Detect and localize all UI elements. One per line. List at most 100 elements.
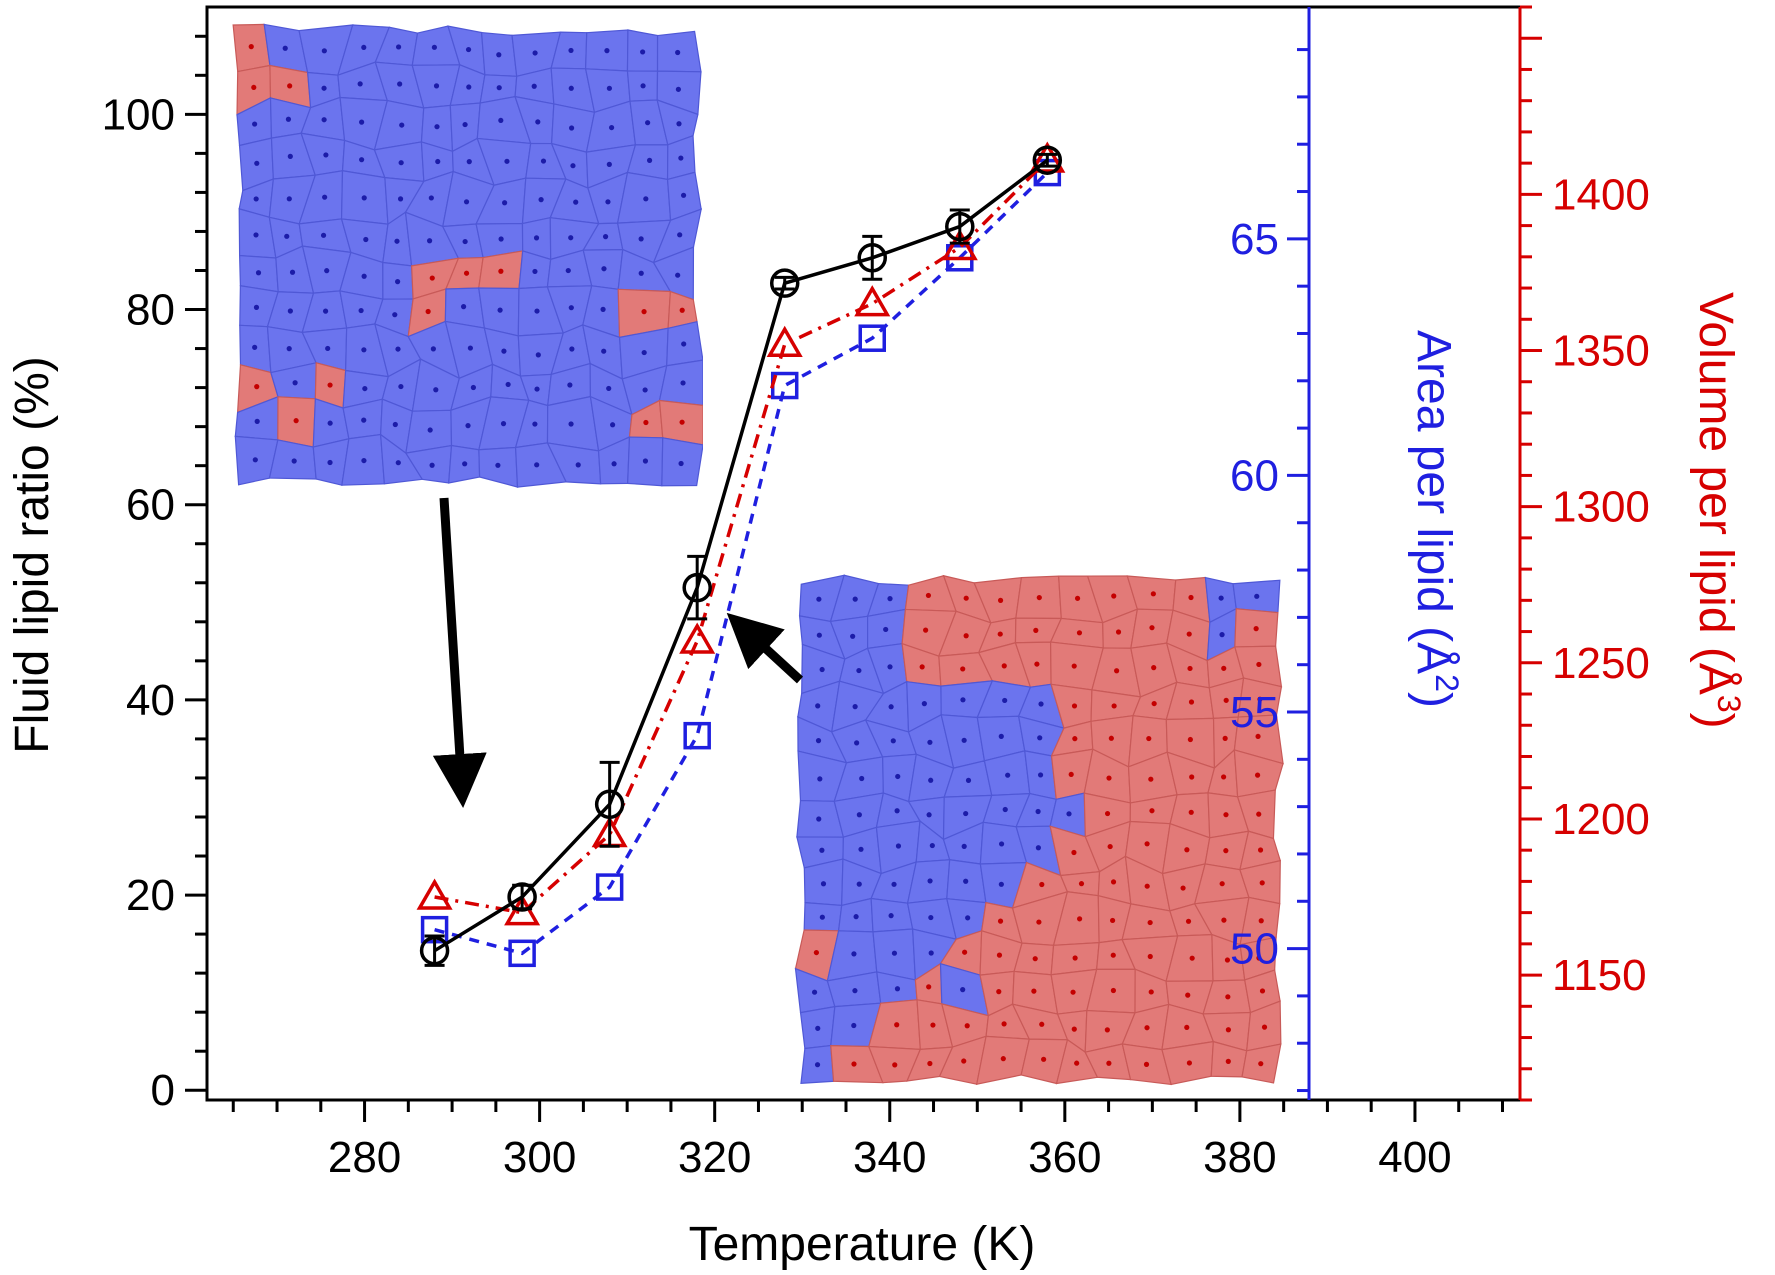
lipid-center-dot	[676, 121, 682, 127]
lipid-center-dot	[253, 232, 259, 238]
lipid-center-dot	[1107, 843, 1113, 850]
y-left-tick-label: 60	[126, 481, 175, 530]
lipid-center-dot	[534, 386, 540, 392]
data-point	[1029, 141, 1066, 173]
lipid-center-dot	[1034, 661, 1040, 667]
lipid-center-dot	[1002, 806, 1008, 813]
lipid-center-dot	[679, 307, 685, 313]
x-tick-label: 320	[678, 1133, 751, 1182]
lipid-center-dot	[1106, 1060, 1112, 1066]
lipid-center-dot	[888, 704, 894, 710]
lipid-center-dot	[642, 458, 649, 464]
lipid-center-dot	[930, 1022, 936, 1028]
lipid-center-dot	[678, 460, 684, 467]
lipid-center-dot	[960, 666, 966, 672]
lipid-center-dot	[1037, 735, 1043, 741]
y-axis-volume-per-lipid: 1150 1200 1250 1300 1350 1400	[1518, 5, 1650, 1102]
lipid-center-dot	[359, 119, 365, 125]
lipid-center-dot	[1074, 595, 1081, 601]
lipid-center-dot	[1223, 848, 1229, 854]
lipid-center-dot	[856, 812, 862, 818]
lipid-center-dot	[287, 83, 293, 89]
lipid-center-dot	[568, 85, 574, 91]
lipid-center-dot	[1031, 988, 1037, 994]
lipid-center-dot	[1032, 956, 1038, 962]
lipid-center-dot	[358, 307, 364, 314]
lipid-center-dot	[854, 740, 860, 746]
lipid-center-dot	[891, 950, 898, 956]
lipid-center-dot	[569, 346, 575, 352]
lipid-center-dot	[463, 199, 470, 205]
y-area-tick-label: 55	[1230, 688, 1279, 737]
lipid-center-dot	[568, 125, 575, 131]
lipid-center-dot	[573, 199, 579, 205]
lipid-center-dot	[287, 308, 293, 314]
lipid-center-dot	[1258, 918, 1264, 924]
lipid-center-dot	[997, 631, 1003, 637]
lipid-center-dot	[287, 153, 293, 159]
lipid-center-dot	[321, 117, 327, 123]
lipid-center-dot	[426, 238, 433, 244]
y-left-tick-label: 0	[151, 1066, 175, 1115]
lipid-center-dot	[565, 267, 571, 274]
lipid-center-dot	[1186, 631, 1192, 637]
lipid-center-dot	[252, 344, 258, 350]
data-point	[1032, 145, 1063, 175]
y-area-tick-label: 60	[1230, 451, 1279, 500]
lipid-center-dot	[929, 842, 935, 849]
lipid-center-dot	[963, 810, 969, 817]
data-point	[858, 324, 887, 352]
data-point	[508, 939, 536, 968]
lipid-center-dot	[1104, 810, 1111, 817]
lipid-center-dot	[497, 307, 503, 313]
x-tick-label: 380	[1203, 1133, 1276, 1182]
inset-voronoi-mixed-phase	[794, 574, 1284, 1086]
lipid-center-dot	[392, 312, 398, 318]
lipid-center-dot	[604, 48, 610, 54]
lipid-center-dot	[1184, 847, 1190, 853]
lipid-center-dot	[532, 268, 538, 275]
lipid-center-dot	[1221, 665, 1227, 671]
lipid-center-dot	[1071, 849, 1077, 856]
lipid-center-dot	[399, 122, 405, 128]
lipid-center-dot	[252, 457, 258, 463]
y-volume-tick-label: 1350	[1552, 327, 1650, 376]
lipid-center-dot	[1188, 699, 1195, 705]
lipid-center-dot	[605, 199, 611, 205]
lipid-center-dot	[1147, 953, 1153, 960]
lipid-center-dot	[460, 304, 467, 310]
x-tick-label: 360	[1028, 1133, 1101, 1182]
lipid-center-dot	[502, 200, 508, 206]
lipid-center-dot	[998, 881, 1004, 887]
lipid-center-dot	[601, 348, 607, 354]
data-point	[766, 325, 803, 358]
data-point	[854, 285, 891, 317]
lipid-center-dot	[1261, 1024, 1268, 1030]
lipid-center-dot	[962, 949, 968, 955]
lipid-center-dot	[498, 236, 504, 242]
y-volume-tick-label: 1250	[1552, 639, 1650, 688]
lipid-center-dot	[679, 419, 685, 425]
lipid-center-dot	[1225, 1058, 1231, 1064]
lipid-center-dot	[1070, 989, 1076, 995]
lipid-center-dot	[815, 703, 821, 709]
lipid-center-dot	[394, 238, 400, 244]
lipid-center-dot	[292, 380, 298, 386]
y-left-axis-title: Fluid lipid ratio (%)	[6, 356, 59, 753]
lipid-center-dot	[1254, 772, 1261, 778]
y-area-tick-label: 65	[1230, 215, 1279, 264]
lipid-center-dot	[1106, 775, 1112, 781]
lipid-center-dot	[327, 382, 333, 388]
lipid-center-dot	[398, 160, 404, 166]
lipid-center-dot	[540, 158, 547, 164]
lipid-center-dot	[819, 666, 825, 673]
lipid-center-dot	[895, 773, 901, 780]
lipid-center-dot	[496, 85, 502, 91]
lipid-center-dot	[601, 266, 607, 272]
lipid-center-dot	[1184, 1024, 1190, 1031]
lipid-center-dot	[466, 84, 472, 90]
lipid-center-dot	[883, 626, 889, 633]
lipid-center-dot	[602, 234, 609, 240]
lipid-center-dot	[928, 914, 934, 921]
lipid-center-dot	[248, 44, 254, 50]
